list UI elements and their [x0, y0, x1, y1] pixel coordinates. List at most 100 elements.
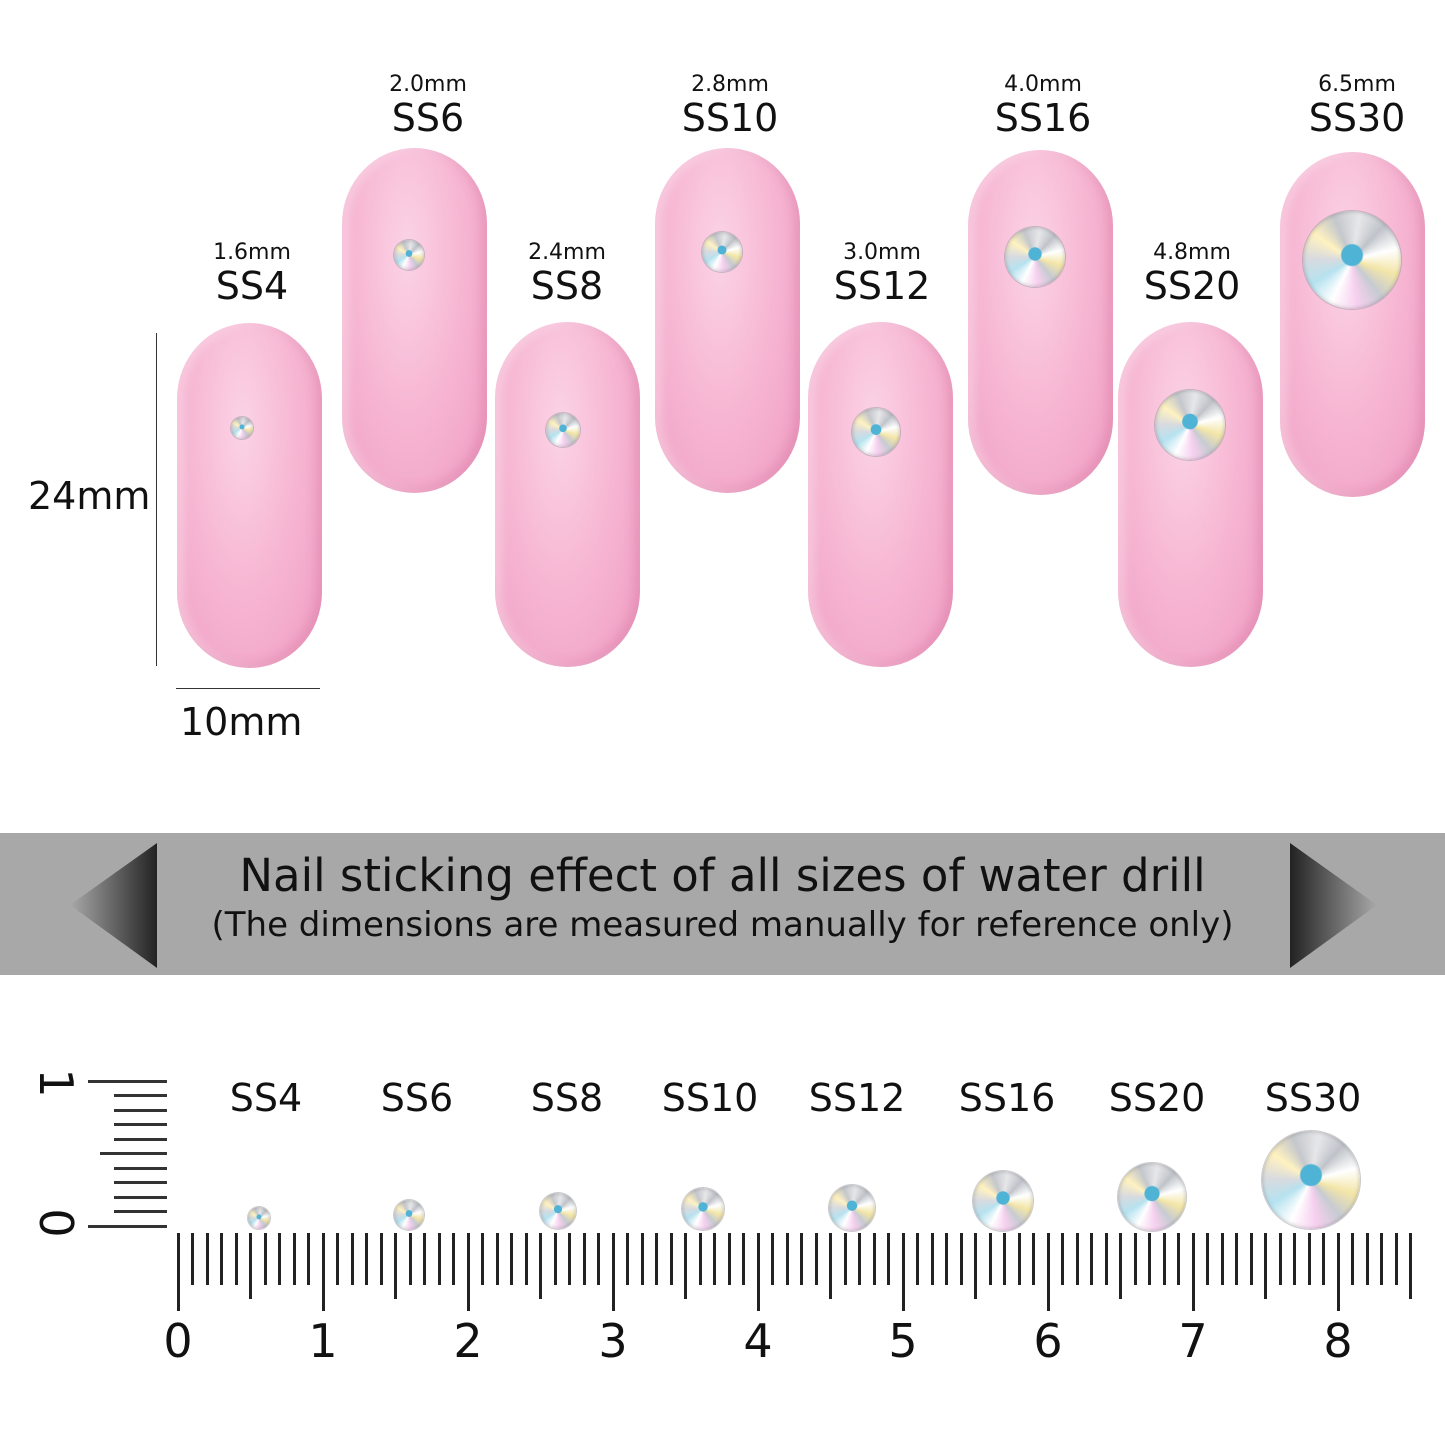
- ruler-tick: [974, 1233, 977, 1299]
- size-name-label: SS8: [530, 264, 604, 308]
- ruler-tick: [1206, 1233, 1209, 1285]
- width-dimension-label: 10mm: [180, 700, 303, 744]
- ruler-tick: [292, 1233, 296, 1285]
- ruler-tick: [1177, 1233, 1180, 1285]
- ruler-tick: [568, 1233, 571, 1285]
- rhinestone: [1303, 211, 1401, 309]
- size-mm-label: 4.0mm: [1004, 72, 1082, 97]
- ruler-tick: [597, 1233, 600, 1285]
- ruler-size-label: SS4: [229, 1076, 303, 1120]
- ruler-tick: [423, 1233, 426, 1285]
- ruler-tick: [713, 1233, 716, 1285]
- ruler-tick: [669, 1233, 673, 1285]
- size-mm-label: 6.5mm: [1318, 72, 1396, 97]
- vertical-ruler-tick: [114, 1137, 167, 1141]
- size-mm-label: 3.0mm: [843, 240, 921, 265]
- ruler-tick: [1032, 1233, 1035, 1285]
- right-arrow-icon: [1290, 843, 1377, 968]
- ruler-number: 6: [1033, 1314, 1063, 1368]
- ruler-number: 0: [163, 1314, 193, 1368]
- ruler-tick: [365, 1233, 368, 1285]
- ruler-tick: [1220, 1233, 1224, 1285]
- ruler-tick: [278, 1233, 281, 1285]
- ruler-tick: [452, 1233, 455, 1285]
- ruler-tick: [524, 1233, 528, 1285]
- ruler-tick: [1061, 1233, 1064, 1285]
- nail: [655, 148, 800, 493]
- ruler-tick: [1235, 1233, 1238, 1285]
- banner-subtitle: (The dimensions are measured manually fo…: [211, 905, 1234, 945]
- ruler-tick: [843, 1233, 847, 1285]
- height-dimension-line: [156, 333, 157, 666]
- size-name-label: SS16: [994, 96, 1092, 140]
- size-mm-label: 2.0mm: [389, 72, 467, 97]
- ruler-tick: [771, 1233, 774, 1285]
- nail: [1118, 322, 1263, 667]
- vertical-ruler-tick: [114, 1166, 167, 1170]
- rhinestone: [394, 240, 424, 270]
- size-name-label: SS6: [391, 96, 465, 140]
- ruler-rhinestone: [394, 1200, 424, 1230]
- ruler-tick: [1046, 1233, 1050, 1311]
- ruler-tick: [539, 1233, 542, 1299]
- ruler-size-label: SS30: [1264, 1076, 1362, 1120]
- ruler-number: 7: [1178, 1314, 1208, 1368]
- ruler-number: 1: [308, 1314, 338, 1368]
- ruler-tick: [1264, 1233, 1267, 1299]
- ruler-tick: [1119, 1233, 1122, 1299]
- ruler-rhinestone: [248, 1207, 270, 1229]
- ruler-tick: [872, 1233, 876, 1285]
- vertical-ruler-tick: [88, 1079, 167, 1083]
- ruler-size-label: SS12: [808, 1076, 906, 1120]
- ruler-tick: [1278, 1233, 1282, 1285]
- rhinestone: [852, 408, 900, 456]
- ruler-number: 8: [1323, 1314, 1353, 1368]
- ruler-size-label: SS16: [958, 1076, 1056, 1120]
- ruler-rhinestone: [1262, 1131, 1360, 1229]
- rhinestone: [1155, 390, 1225, 460]
- ruler-rhinestone: [829, 1185, 875, 1231]
- ruler-tick: [408, 1233, 412, 1285]
- ruler-tick: [379, 1233, 383, 1285]
- ruler-tick: [1293, 1233, 1296, 1285]
- ruler-tick: [698, 1233, 702, 1285]
- ruler-size-label: SS10: [661, 1076, 759, 1120]
- ruler-tick: [1148, 1233, 1151, 1285]
- ruler-tick: [1075, 1233, 1079, 1285]
- ruler-tick: [307, 1233, 310, 1285]
- ruler-tick: [220, 1233, 223, 1285]
- ruler-tick: [988, 1233, 992, 1285]
- vertical-ruler-tick: [114, 1108, 167, 1112]
- ruler-tick: [756, 1233, 760, 1311]
- ruler-tick: [321, 1233, 325, 1311]
- ruler-number: 5: [888, 1314, 918, 1368]
- banner: Nail sticking effect of all sizes of wat…: [0, 833, 1445, 975]
- size-name-label: SS20: [1143, 264, 1241, 308]
- ruler-tick: [481, 1233, 484, 1285]
- rhinestone: [546, 413, 580, 447]
- ruler-tick: [205, 1233, 209, 1285]
- ruler-tick: [959, 1233, 963, 1285]
- vertical-ruler-number: 1: [29, 1068, 83, 1098]
- ruler-rhinestone: [682, 1188, 724, 1230]
- ruler-tick: [1336, 1233, 1340, 1311]
- ruler-tick: [829, 1233, 832, 1299]
- vertical-ruler-tick: [114, 1094, 167, 1097]
- ruler-tick: [191, 1233, 194, 1285]
- ruler-tick: [1365, 1233, 1369, 1285]
- ruler-tick: [655, 1233, 658, 1285]
- ruler-number: 4: [743, 1314, 773, 1368]
- ruler-tick: [887, 1233, 890, 1285]
- ruler-tick: [437, 1233, 441, 1285]
- ruler-tick: [1322, 1233, 1325, 1285]
- ruler-tick: [684, 1233, 687, 1299]
- nail: [177, 323, 322, 668]
- size-name-label: SS30: [1308, 96, 1406, 140]
- ruler-rhinestone: [540, 1193, 576, 1229]
- size-mm-label: 4.8mm: [1153, 240, 1231, 265]
- rhinestone: [231, 417, 253, 439]
- ruler-tick: [1133, 1233, 1137, 1285]
- ruler-tick: [336, 1233, 339, 1285]
- vertical-ruler-tick: [114, 1181, 167, 1184]
- ruler-tick: [1003, 1233, 1006, 1285]
